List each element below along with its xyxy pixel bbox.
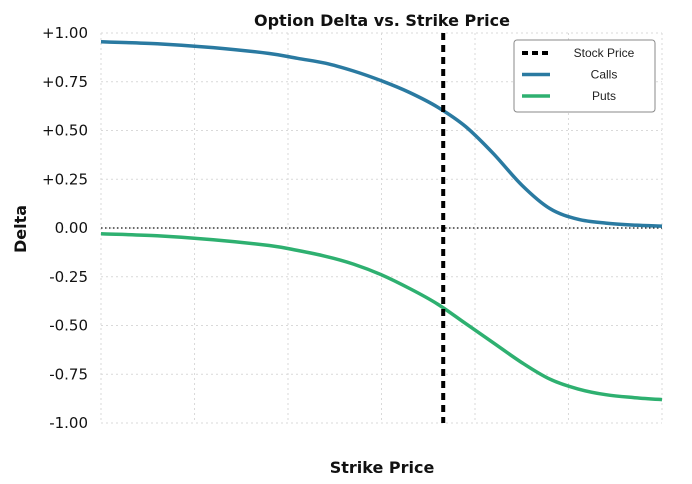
y-tick-label-0: +1.00	[42, 24, 88, 42]
y-tick-label-3: +0.25	[42, 170, 88, 188]
y-tick-labels: +1.00 +0.75 +0.50 +0.25 0.00 -0.25 -0.50 -0.75 -…	[42, 24, 88, 432]
legend-label-puts: Puts	[592, 89, 616, 103]
y-tick-label-1: +0.75	[42, 73, 88, 91]
legend-box	[513, 39, 656, 113]
y-tick-label-5: -0.25	[49, 268, 88, 286]
series-line-calls	[100, 40, 663, 228]
y-tick-label-6: -0.50	[49, 317, 88, 335]
legend-label-calls: Calls	[591, 68, 618, 82]
y-tick-label-2: +0.50	[42, 122, 88, 140]
y-tick-label-7: -0.75	[49, 365, 88, 383]
y-tick-label-8: -1.00	[49, 414, 88, 432]
legend: Stock Price Calls Puts	[513, 39, 656, 113]
x-axis-label: Strike Price	[330, 458, 435, 477]
series-layer	[100, 40, 663, 402]
legend-label-stock-price: Stock Price	[574, 46, 635, 60]
chart-title: Option Delta vs. Strike Price	[254, 11, 510, 30]
series-line-puts	[100, 232, 663, 402]
y-axis-label: Delta	[11, 205, 30, 253]
y-tick-label-4: 0.00	[55, 219, 88, 237]
